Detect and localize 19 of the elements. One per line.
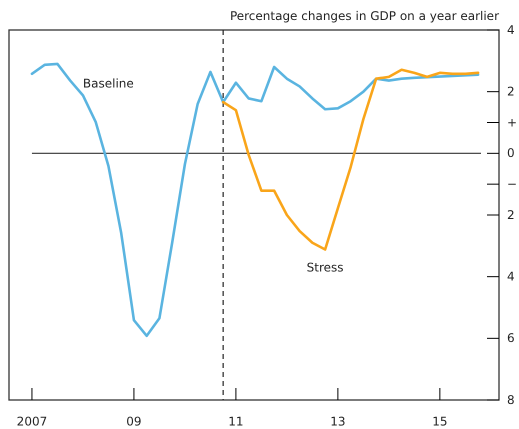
y-tick-label: + [507,115,518,130]
x-tick-label: 13 [330,414,346,429]
y-tick-label: 4 [507,270,515,284]
chart-title: Percentage changes in GDP on a year earlier [230,9,500,23]
x-tick-label: 2007 [16,414,48,429]
y-tick-label: 8 [507,392,515,407]
y-tick-label: 2 [507,84,515,99]
line-series [222,68,480,251]
line-series [30,62,480,338]
y-tick-label: 4 [507,22,515,37]
y-tick-label: 0 [507,146,515,160]
y-tick-label: 2 [507,208,515,222]
series-label: Baseline [82,76,134,90]
y-tick-label: 6 [507,331,515,346]
series-label: Stress [306,260,344,275]
x-tick-label: 15 [432,414,448,429]
x-tick-label: 09 [126,414,142,429]
x-tick-label: 11 [228,414,244,429]
y-tick-label: − [507,177,518,192]
